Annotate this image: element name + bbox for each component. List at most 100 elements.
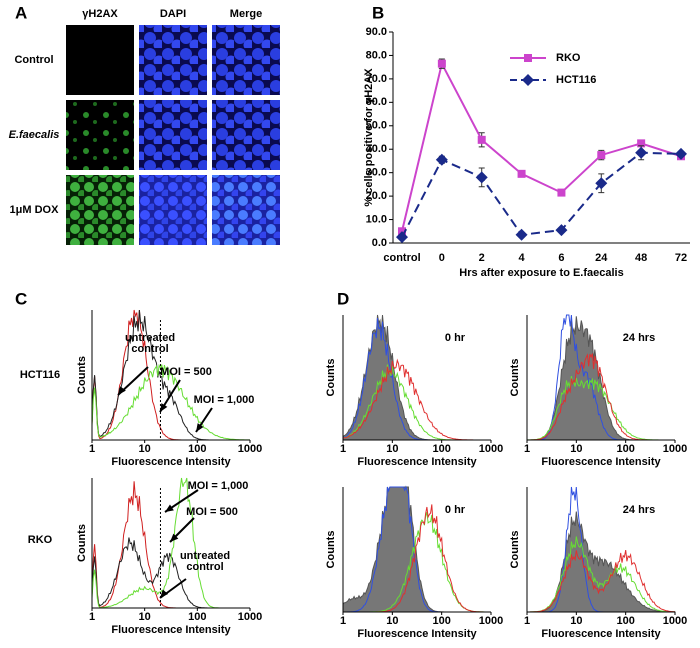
y-tick-label: 80.0 (366, 49, 387, 61)
micrograph (139, 175, 207, 245)
micrograph (212, 100, 280, 170)
annotation: MOI = 1,000 (194, 394, 255, 406)
marker (515, 228, 528, 241)
x-tick-label: 1000 (238, 443, 262, 455)
annotation: MOI = 1,000 (188, 480, 249, 492)
x-tick-label: 1000 (663, 443, 687, 455)
marker (595, 177, 608, 190)
marker (517, 169, 526, 178)
histogram-filled (342, 486, 491, 613)
histogram (527, 550, 676, 613)
x-tick-label: 10 (139, 611, 151, 623)
x-tick-label: 1 (524, 615, 530, 627)
x-tick-label: 10 (386, 615, 398, 627)
x-axis-label: Fluorescence Intensity (357, 456, 477, 468)
panel-label: C (15, 289, 27, 308)
micrograph (66, 175, 134, 245)
x-tick-label: 1 (89, 443, 95, 455)
y-tick-label: 90.0 (366, 26, 387, 38)
marker (557, 188, 566, 197)
x-axis-label: Hrs after exposure to E.faecalis (459, 267, 623, 279)
legend-marker (524, 54, 532, 62)
y-axis-label: Counts (325, 531, 337, 569)
y-tick-label: 0.0 (372, 237, 387, 249)
x-tick-label: 1 (340, 615, 346, 627)
row-label: E.faecalis (9, 129, 60, 141)
x-tick-label: 4 (519, 252, 526, 264)
micrograph (66, 25, 134, 95)
panel-label: B (372, 3, 384, 22)
marker (475, 171, 488, 184)
row-label: HCT116 (20, 369, 60, 381)
histogram (527, 536, 675, 613)
y-axis-label: Counts (76, 356, 88, 394)
histogram (91, 537, 250, 609)
x-tick-label: 1 (89, 611, 95, 623)
x-tick-label: 1 (340, 443, 346, 455)
y-axis-label: Counts (509, 359, 521, 397)
annotation: MOI = 500 (160, 366, 212, 378)
legend-label: RKO (556, 52, 581, 64)
legend-marker (522, 74, 534, 86)
histogram-filled (527, 511, 676, 613)
marker (435, 153, 448, 166)
series-line (401, 151, 682, 238)
annotation: control (131, 343, 168, 355)
arrow-head (170, 533, 179, 542)
x-tick-label: 10 (570, 615, 582, 627)
annotation: untreated (180, 550, 230, 562)
marker (437, 59, 446, 68)
marker (637, 139, 646, 148)
panel-label: D (337, 289, 349, 308)
y-axis-label: % cells positive for γH2AX (363, 68, 375, 207)
x-tick-label: 72 (675, 252, 687, 264)
y-tick-label: 50.0 (366, 120, 387, 132)
x-axis-label: Fluorescence Intensity (541, 456, 661, 468)
series-line (401, 60, 682, 232)
x-tick-label: 24 (595, 252, 608, 264)
x-axis-label: Fluorescence Intensity (111, 624, 231, 636)
x-tick-label: 100 (188, 611, 206, 623)
y-axis-label: Counts (325, 359, 337, 397)
x-tick-label: 6 (558, 252, 564, 264)
x-tick-label: 100 (616, 443, 634, 455)
x-tick-label: 48 (635, 252, 647, 264)
row-label: Control (14, 54, 53, 66)
x-tick-label: 1000 (663, 615, 687, 627)
arrow-head (118, 386, 126, 395)
micrograph (212, 175, 280, 245)
x-tick-label: 1000 (238, 611, 262, 623)
y-tick-label: 70.0 (366, 73, 387, 85)
arrow-head (165, 504, 174, 512)
micrograph (66, 100, 134, 170)
x-tick-label: 1000 (479, 443, 503, 455)
x-axis-label: Fluorescence Intensity (357, 628, 477, 640)
y-axis-label: Counts (509, 531, 521, 569)
x-tick-label: control (383, 252, 420, 264)
legend-label: HCT116 (556, 74, 596, 86)
x-tick-label: 100 (188, 443, 206, 455)
annotation: control (186, 561, 223, 573)
arrow-head (196, 423, 204, 432)
histogram (91, 477, 250, 609)
column-header: γH2AX (82, 8, 118, 20)
arrow-head (160, 403, 168, 412)
x-axis-label: Fluorescence Intensity (541, 628, 661, 640)
time-label: 24 hrs (623, 332, 655, 344)
column-header: DAPI (160, 8, 186, 20)
time-label: 0 hr (445, 332, 466, 344)
micrograph (212, 25, 280, 95)
annotation: untreated (125, 332, 175, 344)
column-header: Merge (230, 8, 262, 20)
y-tick-label: 60.0 (366, 96, 387, 108)
marker (675, 147, 687, 160)
x-tick-label: 100 (432, 443, 450, 455)
y-axis-label: Counts (76, 524, 88, 562)
x-axis-label: Fluorescence Intensity (111, 456, 231, 468)
hist-axes (91, 478, 250, 609)
x-tick-label: 100 (432, 615, 450, 627)
panel-label: A (15, 3, 27, 22)
y-tick-label: 10.0 (366, 213, 387, 225)
marker (597, 151, 606, 160)
